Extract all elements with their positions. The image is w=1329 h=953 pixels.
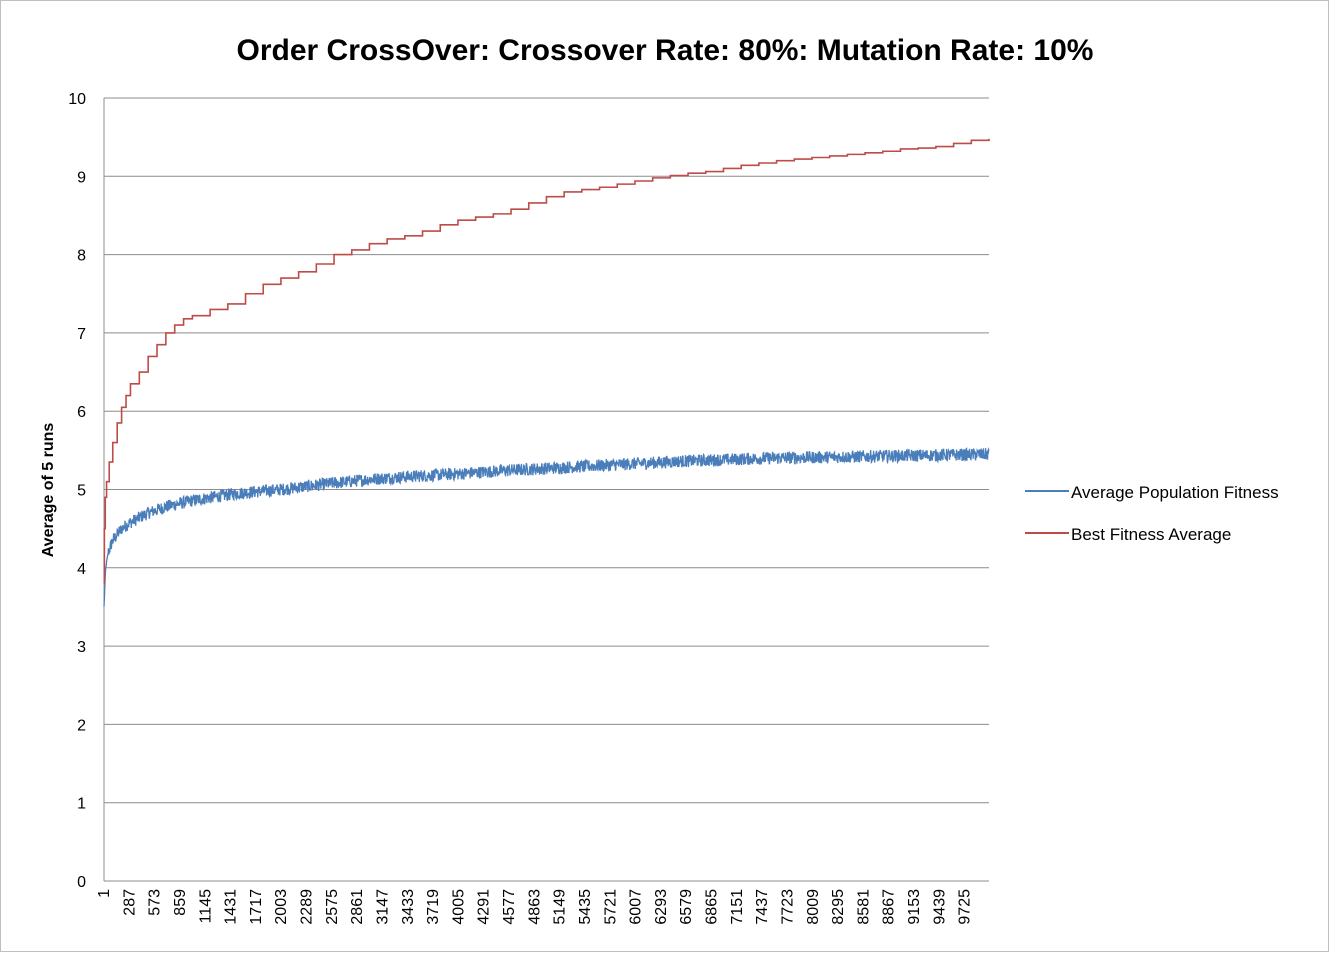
x-tick-label: 2003 — [273, 889, 290, 925]
x-tick-label: 6579 — [678, 889, 695, 925]
y-tick-label: 2 — [77, 717, 86, 734]
x-tick-label: 6293 — [653, 889, 670, 925]
y-tick-label: 1 — [77, 796, 86, 813]
series-line-average-population-fitness — [103, 447, 990, 607]
y-tick-labels: 0 1 2 3 4 5 6 7 8 9 10 — [68, 91, 86, 891]
y-tick-label: 8 — [77, 248, 86, 265]
x-tick-label: 4005 — [450, 889, 467, 925]
x-tick-label: 9439 — [931, 889, 948, 925]
x-tick-label: 5721 — [602, 889, 619, 925]
y-tick-label: 9 — [77, 169, 86, 186]
series-line-best-fitness-average — [103, 138, 990, 585]
x-tick-label: 859 — [172, 889, 189, 916]
x-tick-label: 8867 — [881, 889, 898, 925]
x-tick-label: 2861 — [349, 889, 366, 925]
x-tick-label: 1717 — [248, 889, 265, 925]
x-tick-label: 8009 — [805, 889, 822, 925]
chart-title: Order CrossOver: Crossover Rate: 80%: Mu… — [237, 34, 1094, 67]
x-tick-label: 5149 — [552, 889, 569, 925]
x-tick-label: 1 — [96, 889, 113, 898]
y-axis-label: Average of 5 runs — [40, 423, 57, 558]
x-tick-label: 1431 — [223, 889, 240, 925]
x-tick-label: 6007 — [628, 889, 645, 925]
legend: Average Population Fitness Best Fitness … — [1025, 483, 1279, 544]
x-tick-label: 3433 — [400, 889, 417, 925]
y-tick-label: 10 — [68, 91, 86, 108]
x-tick-labels: 1 287 573 859 1145 1431 1717 2003 2289 2575 2861 31… — [96, 889, 974, 925]
x-tick-label: 1145 — [197, 889, 214, 924]
x-tick-label: 4863 — [526, 889, 543, 925]
x-tick-label: 7723 — [779, 889, 796, 925]
y-tick-label: 4 — [77, 561, 86, 578]
y-tick-label: 7 — [77, 326, 86, 343]
x-tick-label: 9725 — [957, 889, 974, 925]
y-tick-label: 3 — [77, 639, 86, 656]
y-tick-label: 6 — [77, 404, 86, 421]
x-tick-label: 7437 — [754, 889, 771, 925]
legend-label-average-population-fitness: Average Population Fitness — [1071, 483, 1279, 502]
x-tick-label: 3147 — [374, 889, 391, 925]
x-tick-label: 8581 — [855, 889, 872, 925]
x-tick-label: 7151 — [729, 889, 746, 925]
x-tick-label: 5435 — [577, 889, 594, 925]
x-tick-label: 8295 — [830, 889, 847, 925]
x-tick-label: 4291 — [476, 889, 493, 925]
legend-label-best-fitness-average: Best Fitness Average — [1071, 525, 1231, 544]
x-tick-label: 573 — [147, 889, 164, 916]
y-tick-label: 5 — [77, 483, 86, 500]
grid-lines — [103, 97, 989, 882]
x-tick-label: 287 — [121, 889, 138, 916]
x-tick-label: 6865 — [704, 889, 721, 925]
x-tick-label: 2575 — [324, 889, 341, 925]
series-lines — [103, 138, 990, 607]
y-tick-label: 0 — [77, 874, 86, 891]
x-tick-label: 4577 — [501, 889, 518, 925]
x-tick-label: 3719 — [425, 889, 442, 925]
x-tick-label: 9153 — [906, 889, 923, 925]
x-tick-label: 2289 — [299, 889, 316, 925]
